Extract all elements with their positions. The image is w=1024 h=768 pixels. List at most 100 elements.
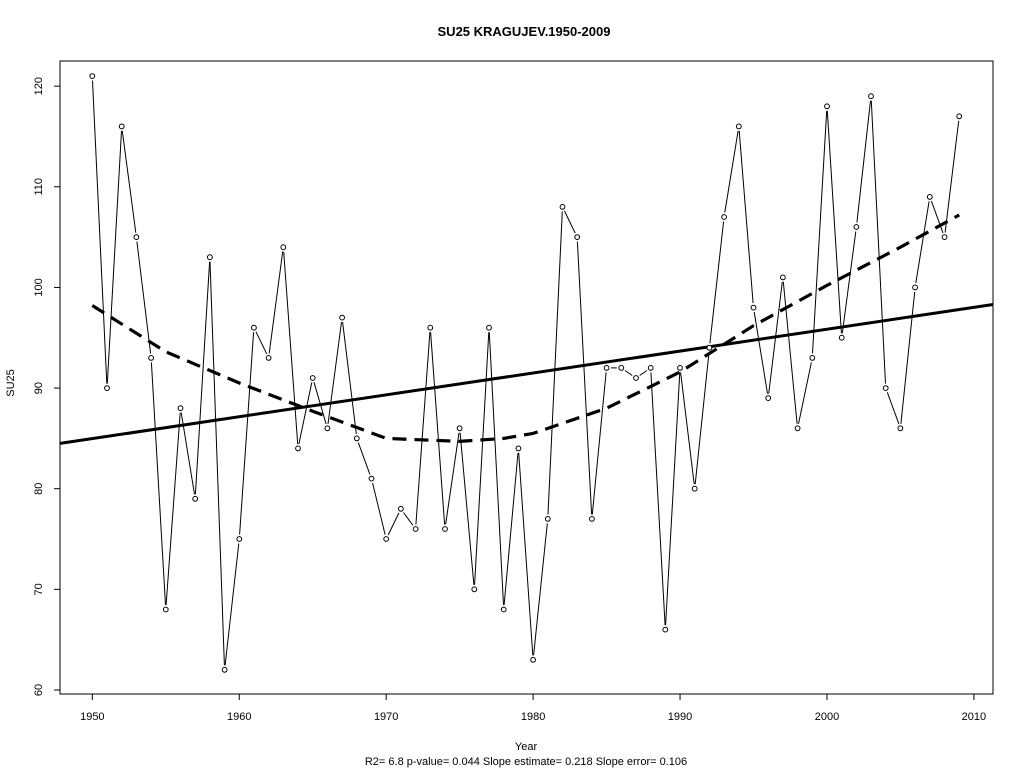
observed-point [589, 516, 595, 522]
observed-point [544, 516, 551, 522]
observed-point [838, 334, 845, 341]
observed-segment [768, 281, 783, 394]
observed-segment [639, 370, 648, 376]
observed-segment [327, 322, 342, 424]
observed-point [853, 224, 860, 230]
x-tick-label: 2010 [962, 711, 986, 723]
observed-segment [342, 322, 357, 434]
observed-point [721, 214, 727, 220]
observed-point [515, 445, 522, 452]
observed-segment [224, 543, 240, 666]
observed-point [324, 425, 331, 432]
observed-segment [870, 100, 886, 384]
observed-point [735, 123, 742, 130]
observed-segment [624, 370, 633, 376]
observed-segment [665, 372, 681, 626]
observed-point [824, 103, 830, 110]
y-tick-label: 80 [33, 483, 45, 495]
observed-segment [430, 332, 446, 525]
observed-segment [591, 372, 607, 515]
observed-point [956, 113, 963, 120]
y-tick-label: 110 [33, 178, 45, 196]
observed-segment [268, 251, 284, 354]
observed-segment [886, 392, 900, 425]
y-tick-label: 70 [33, 583, 45, 595]
observed-segment [283, 251, 299, 445]
observed-segment [503, 452, 519, 606]
y-tick-label: 100 [33, 278, 45, 296]
observed-point [412, 526, 419, 532]
plot-area-border [59, 60, 994, 695]
observed-point [251, 324, 257, 331]
observed-segment [826, 110, 842, 334]
observed-point [662, 626, 669, 633]
y-tick-label: 120 [33, 77, 45, 95]
observed-point [677, 365, 683, 371]
observed-point [882, 385, 889, 392]
observed-segment [106, 130, 122, 384]
observed-segment [239, 332, 255, 535]
observed-segment [709, 221, 725, 344]
observed-point [500, 606, 507, 613]
observed-segment [724, 130, 739, 213]
observed-segment [194, 261, 211, 495]
observed-segment [136, 241, 152, 354]
observed-segment [403, 512, 414, 526]
observed-segment [445, 432, 460, 525]
observed-point [221, 666, 228, 673]
observed-point [383, 536, 390, 542]
smooth-curve [91, 213, 960, 443]
observed-point [794, 425, 801, 432]
observed-segment [841, 231, 857, 334]
observed-point [295, 445, 301, 452]
chart-title: SU25 KRAGUJEV.1950-2009 [438, 24, 611, 39]
observed-segment [372, 482, 386, 535]
observed-segment [313, 382, 327, 425]
observed-segment [180, 412, 195, 495]
observed-segment [680, 372, 695, 485]
observed-segment [915, 201, 930, 284]
observed-segment [165, 412, 181, 606]
observed-segment [900, 291, 916, 424]
observed-segment [533, 523, 548, 656]
observed-point [618, 365, 625, 371]
observed-point [339, 314, 346, 321]
observed-point [765, 395, 772, 402]
observed-segment [738, 130, 754, 304]
observed-segment [255, 331, 268, 355]
observed-point [236, 536, 243, 542]
x-tick-label: 1950 [80, 711, 104, 723]
y-axis-label: SU25 [5, 369, 17, 397]
stats-footnote: R2= 6.8 p-value= 0.044 Slope estimate= 0… [365, 756, 687, 768]
observed-point [633, 375, 639, 381]
observed-segment [650, 372, 666, 626]
observed-segment [518, 452, 534, 656]
observed-segment [547, 211, 563, 515]
y-axis: 60 70 80 90 100 110 120 [33, 77, 60, 696]
observed-segment [488, 332, 504, 606]
observed-point [104, 385, 110, 392]
observed-point [809, 355, 816, 361]
observed-point [427, 324, 434, 331]
observed-segment [474, 332, 490, 585]
observed-point [868, 93, 874, 100]
observed-point [559, 204, 566, 210]
observed-point [89, 73, 96, 79]
observed-point [192, 495, 199, 502]
observed-point [486, 324, 492, 331]
observed-segment [121, 130, 137, 233]
observed-point [265, 355, 272, 361]
observed-point [471, 586, 478, 593]
observed-point [309, 375, 316, 381]
observed-segment [459, 432, 475, 585]
x-axis-label: Year [515, 741, 538, 753]
observed-segment [812, 110, 828, 354]
observed-point [574, 234, 581, 241]
x-tick-label: 1980 [521, 711, 545, 723]
observed-point [530, 656, 536, 663]
observed-point [647, 365, 654, 371]
observed-point [177, 405, 184, 412]
observed-point [706, 344, 713, 351]
observed-segment [415, 332, 431, 525]
